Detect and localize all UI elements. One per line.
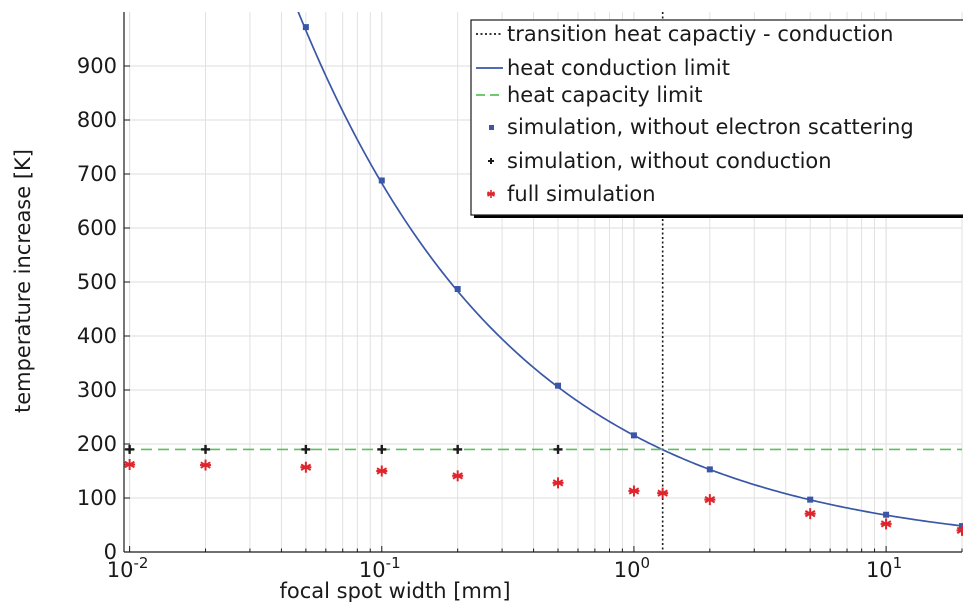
x-tick-label: 10-2 bbox=[107, 554, 149, 582]
x-tick-exponent: 1 bbox=[893, 554, 903, 572]
legend-entry-label: transition heat capactiy - conduction bbox=[507, 22, 893, 46]
axes bbox=[123, 12, 963, 553]
full-simulation-point bbox=[880, 518, 892, 530]
y-tick-label: 300 bbox=[77, 378, 117, 402]
x-tick-exponent: 0 bbox=[641, 554, 651, 572]
no-scattering-point bbox=[302, 24, 309, 31]
y-tick-label: 400 bbox=[77, 324, 117, 348]
no-scattering-point bbox=[378, 177, 385, 184]
no-conduction-point bbox=[453, 444, 463, 454]
x-tick-base: 10 bbox=[866, 558, 893, 582]
no-conduction-point bbox=[125, 444, 135, 454]
y-tick-label: 0 bbox=[104, 540, 117, 564]
y-tick-label: 200 bbox=[77, 432, 117, 456]
x-tick-base: 10 bbox=[107, 558, 134, 582]
x-axis-label: focal spot width [mm] bbox=[279, 579, 510, 602]
x-tick-label: 101 bbox=[866, 554, 902, 582]
y-tick-label: 700 bbox=[77, 162, 117, 186]
legend-box bbox=[470, 19, 963, 216]
y-tick-label: 800 bbox=[77, 108, 117, 132]
legend-entry-label: simulation, without conduction bbox=[507, 149, 832, 173]
legend-entry-label: heat conduction limit bbox=[507, 56, 730, 80]
legend: transition heat capactiy - conduction hea… bbox=[470, 19, 963, 218]
x-tick-base: 10 bbox=[614, 558, 641, 582]
y-tick-label: 600 bbox=[77, 216, 117, 240]
x-tick-base: 10 bbox=[359, 558, 386, 582]
y-tick-label: 900 bbox=[77, 54, 117, 78]
full-simulation-point bbox=[452, 470, 464, 482]
no-scattering-point bbox=[555, 382, 562, 389]
full-simulation-point bbox=[552, 477, 564, 489]
full-simulation-point bbox=[657, 487, 669, 499]
no-scattering-point bbox=[630, 432, 637, 439]
full-simulation-point bbox=[628, 485, 640, 497]
y-axis-label: temperature increase [K] bbox=[11, 149, 35, 413]
no-conduction-point bbox=[201, 444, 211, 454]
x-tick-label: 10-1 bbox=[359, 554, 401, 582]
legend-swatch-square bbox=[489, 125, 494, 130]
heat-conduction-limit-curve bbox=[297, 12, 962, 527]
legend-swatch-asterisk bbox=[487, 190, 495, 198]
full-simulation-point bbox=[376, 465, 388, 477]
y-tick-label: 100 bbox=[77, 486, 117, 510]
full-simulation-point bbox=[704, 494, 716, 506]
no-conduction-point bbox=[301, 444, 311, 454]
full-simulation-point bbox=[956, 524, 963, 536]
no-scattering-point bbox=[807, 496, 814, 503]
no-scattering-point bbox=[454, 286, 461, 293]
x-tick-label: 100 bbox=[614, 554, 650, 582]
no-conduction-point bbox=[553, 444, 563, 454]
legend-entry-label: heat capacity limit bbox=[507, 83, 703, 107]
full-simulation-point bbox=[200, 459, 212, 471]
no-conduction-point bbox=[377, 444, 387, 454]
legend-entry-label: simulation, without electron scattering bbox=[507, 115, 914, 139]
x-tick-exponent: -2 bbox=[134, 554, 149, 572]
chart-markers bbox=[124, 24, 963, 536]
full-simulation-point bbox=[804, 508, 816, 520]
full-simulation-point bbox=[300, 461, 312, 473]
y-tick-label: 500 bbox=[77, 270, 117, 294]
no-scattering-point bbox=[706, 466, 713, 473]
no-scattering-point bbox=[883, 511, 890, 518]
legend-swatch-plus bbox=[488, 158, 494, 164]
full-simulation-point bbox=[124, 459, 136, 471]
x-tick-exponent: -1 bbox=[386, 554, 401, 572]
legend-entry-label: full simulation bbox=[507, 182, 656, 206]
